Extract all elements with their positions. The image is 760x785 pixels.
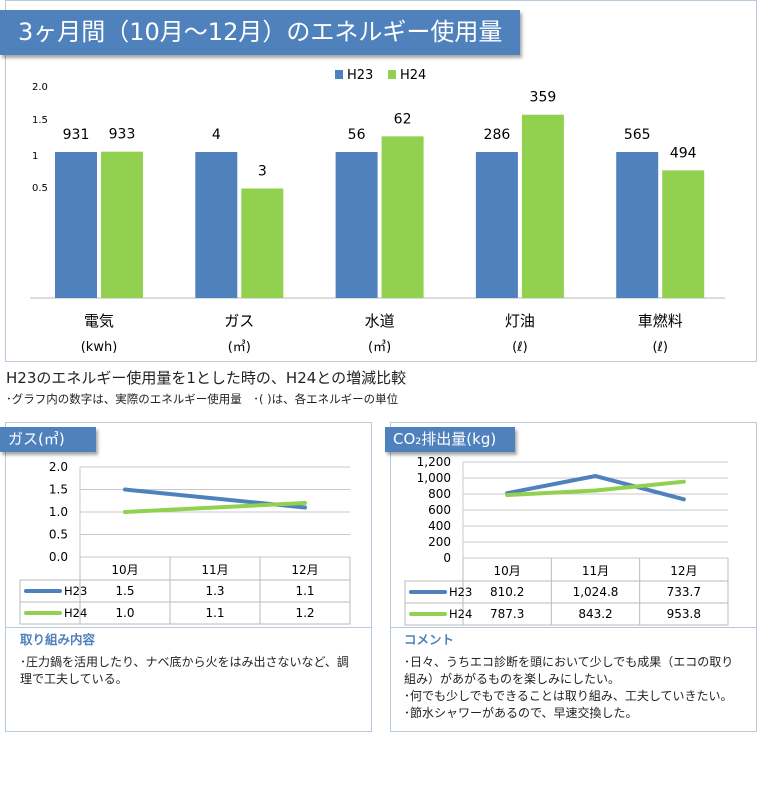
- table-cell: 1.0: [115, 606, 134, 620]
- co2-panel: [390, 422, 757, 732]
- series-line-h24: [123, 501, 307, 514]
- table-header: 12月: [291, 563, 318, 577]
- legend-label-h24: H24: [400, 68, 426, 83]
- y-tick-label: 600: [428, 503, 451, 517]
- data-label-h23: 931: [63, 127, 90, 143]
- data-label-h24: 933: [109, 127, 136, 143]
- divider: [5, 627, 371, 628]
- table-header: 10月: [494, 564, 521, 578]
- table-header: 12月: [670, 564, 697, 578]
- series-label: H23: [449, 585, 472, 599]
- category-label: 灯油: [505, 312, 535, 330]
- y-tick-label: 2.0: [49, 460, 68, 474]
- category-unit: (ℓ): [652, 340, 668, 355]
- table-cell: 1.1: [205, 606, 224, 620]
- data-label-h23: 56: [348, 127, 366, 143]
- series-line-h24: [505, 479, 686, 498]
- bar-h23: [335, 152, 378, 298]
- y-tick-label: 400: [428, 519, 451, 533]
- co2-line-chart: 0 200 400 600 800 1,000 1,200 10月 11月 12月 H23 810.2…: [404, 455, 729, 626]
- table-cell: 1.3: [205, 584, 224, 598]
- gas-chart-title: ガス(㎥): [0, 427, 96, 452]
- co2-chart-title: CO₂排出量(kg): [385, 427, 515, 452]
- bar-h23: [475, 152, 518, 298]
- category-label: ガス: [224, 312, 254, 330]
- table-cell: 787.3: [490, 607, 524, 621]
- bar-h24: [381, 136, 424, 298]
- category-unit: (㎥): [368, 340, 391, 355]
- legend-swatch-h24: [388, 70, 396, 79]
- category-unit: (kwh): [81, 340, 118, 355]
- data-label-h24: 359: [530, 90, 557, 106]
- legend-label-h23: H23: [347, 68, 373, 83]
- y-tick-label: 1.5: [32, 115, 48, 126]
- category-label: 電気: [84, 312, 114, 330]
- bar-h24: [521, 114, 564, 298]
- y-tick-label: 0.5: [32, 183, 48, 194]
- gas-panel: [5, 422, 372, 732]
- table-cell: 1.2: [295, 606, 314, 620]
- data-label-h23: 286: [484, 127, 511, 143]
- bar-h24: [241, 188, 284, 298]
- y-tick-label: 0.5: [49, 528, 68, 542]
- y-tick-label: 1,000: [417, 471, 451, 485]
- y-tick-label: 1: [32, 151, 38, 162]
- table-header: 11月: [582, 564, 609, 578]
- comment-title: コメント: [404, 632, 455, 647]
- data-label-h24: 62: [394, 111, 412, 127]
- efforts-title: 取り組み内容: [20, 632, 96, 647]
- series-line-h23: [505, 474, 686, 502]
- page-title: 3ヶ月間（10月～12月）のエネルギー使用量: [0, 10, 520, 55]
- series-label: H24: [64, 606, 87, 620]
- bar-h23: [55, 152, 97, 298]
- text-line: ･節水シャワーがあるので、早速交換した。: [404, 706, 638, 720]
- text-line: ･何でも少しでもできることは取り組み、工夫していきたい。: [404, 689, 733, 703]
- table-header: 11月: [201, 563, 228, 577]
- text-line: ･圧力鍋を活用したり、ナベ底から火をはみ出さないなど、調理で工夫している。: [20, 655, 349, 686]
- table-cell: 843.2: [578, 607, 612, 621]
- chart-caption: H23のエネルギー使用量を1とした時の、H24との増減比較: [6, 369, 407, 387]
- y-tick-label: 0.0: [49, 550, 68, 564]
- series-label: H24: [449, 607, 472, 621]
- text-line: ･日々、うちエコ診断を頭において少しでも成果（エコの取り組み）があがるものを楽し…: [404, 655, 734, 686]
- data-label-h24: 494: [670, 145, 697, 161]
- legend-swatch-h23: [335, 70, 343, 79]
- efforts-text: ･圧力鍋を活用したり、ナベ底から火をはみ出さないなど、調理で工夫している。: [20, 654, 360, 688]
- table-cell: 953.8: [667, 607, 701, 621]
- y-tick-label: 1.0: [49, 505, 68, 519]
- data-label-h24: 3: [258, 164, 267, 180]
- gas-line-chart: 0.0 0.5 1.0 1.5 2.0 10月 11月 12月 H23 1.5 1.3 1.1 H24 1…: [19, 460, 351, 625]
- y-tick-label: 1.5: [49, 483, 68, 497]
- table-cell: 1.1: [295, 584, 314, 598]
- y-tick-label: 2.0: [32, 82, 48, 93]
- bar-h24: [662, 170, 705, 298]
- table-cell: 733.7: [667, 585, 701, 599]
- data-label-h23: 4: [212, 127, 221, 143]
- y-tick-label: 0: [443, 551, 451, 565]
- table-header: 10月: [111, 563, 138, 577]
- divider: [390, 627, 756, 628]
- bar-chart: 2.0 1.5 1 0.5 H23 H24 931 933 電気 (kwh) 4 3 ガス (㎥) 56 62…: [30, 68, 725, 355]
- table-cell: 810.2: [490, 585, 524, 599]
- y-tick-label: 800: [428, 487, 451, 501]
- table-cell: 1.5: [115, 584, 134, 598]
- series-label: H23: [64, 584, 87, 598]
- chart-note: ･グラフ内の数字は、実際のエネルギー使用量 ･( )は、各エネルギーの単位: [6, 392, 399, 406]
- bar-h24: [101, 151, 143, 298]
- bar-h23: [195, 152, 238, 298]
- table-cell: 1,024.8: [573, 585, 619, 599]
- category-unit: (㎥): [228, 340, 251, 355]
- y-tick-label: 200: [428, 535, 451, 549]
- bar-h23: [616, 152, 659, 298]
- category-label: 水道: [365, 312, 395, 330]
- category-label: 車燃料: [638, 312, 683, 330]
- data-label-h23: 565: [624, 127, 651, 143]
- category-unit: (ℓ): [512, 340, 528, 355]
- y-tick-label: 1,200: [417, 455, 451, 469]
- comment-text: ･日々、うちエコ診断を頭において少しでも成果（エコの取り組み）があがるものを楽し…: [404, 654, 744, 722]
